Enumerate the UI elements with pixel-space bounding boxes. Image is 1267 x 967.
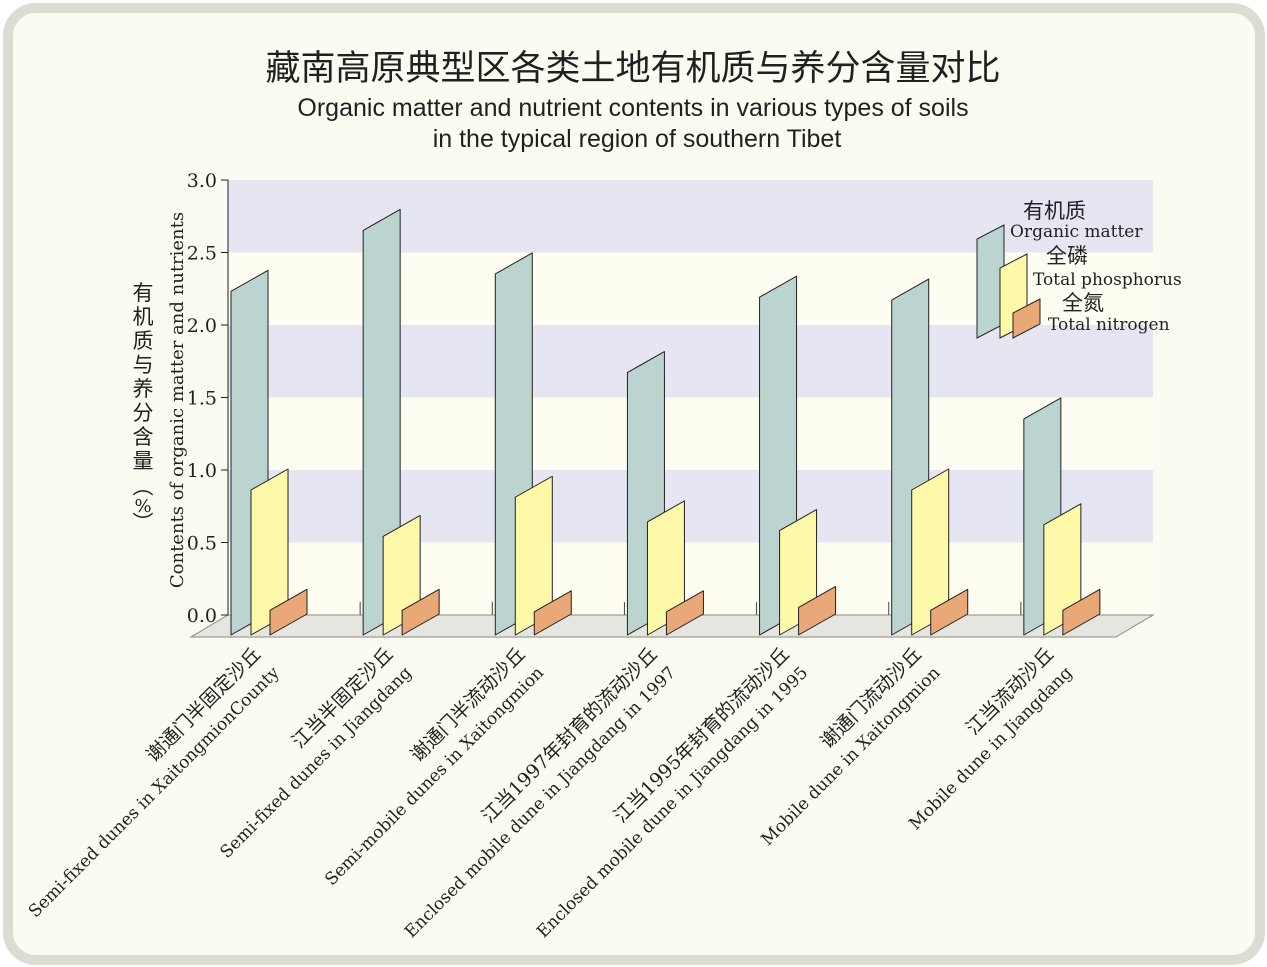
y-tick-label: 2.0 [187,315,217,337]
y-title-cn-char: 与 [133,353,154,377]
y-axis: 0.0 0.5 1.0 1.5 2.0 2.5 3.0 [187,170,229,627]
title-english-line2: in the typical region of southern Tibet [433,125,842,153]
legend-swatch [1012,298,1041,339]
legend-label-en: Total nitrogen [1048,315,1170,335]
bar-total-nitrogen-3 [665,590,704,636]
bar-total-nitrogen-1 [401,588,440,636]
y-title-cn-char: 养 [133,377,154,401]
y-title-cn-char: ） [130,512,154,533]
bars [230,208,1101,636]
y-title-cn-char: 量 [133,449,154,473]
legend-label-en: Organic matter [1010,222,1143,242]
bar-total-nitrogen-4 [798,585,837,636]
y-title-cn-char: 含 [133,425,154,449]
y-title-cn-char: 机 [133,305,154,329]
bar-total-nitrogen-0 [269,588,308,636]
bar-total-nitrogen-2 [533,590,572,636]
y-title-cn-char: 分 [133,401,154,425]
y-tick-label: 3.0 [187,170,217,192]
title-chinese: 藏南高原典型区各类土地有机质与养分含量对比 [265,49,1000,88]
y-tick-label: 0.5 [187,533,217,555]
legend-label-cn: 有机质 [1023,199,1086,223]
bar-total-nitrogen-6 [1062,588,1101,636]
y-tick-label: 0.0 [187,605,217,627]
y-tick-label: 1.5 [187,388,217,410]
y-title-cn-char: % [134,496,151,517]
legend-label-cn: 全磷 [1046,244,1088,268]
y-tick-label: 2.5 [187,243,217,265]
y-tick-label: 1.0 [187,460,217,482]
bar-total-nitrogen-5 [930,588,969,636]
legend-swatch [976,224,1005,339]
title-english-line1: Organic matter and nutrient contents in … [297,94,968,122]
y-axis-titles: 有机质与养分含量 （%） Contents of organic matter an… [130,212,188,588]
y-title-cn-char: （ [130,476,154,497]
y-title-en: Contents of organic matter and nutrients [167,212,188,588]
y-title-cn-char: 质 [133,329,154,353]
y-title-cn-char: 有 [133,281,154,305]
legend-label-en: Total phosphorus [1033,270,1182,290]
legend-label-cn: 全氮 [1062,291,1104,315]
